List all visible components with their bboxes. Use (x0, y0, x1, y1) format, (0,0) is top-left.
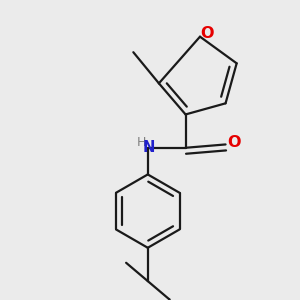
Text: O: O (227, 135, 241, 150)
Text: H: H (137, 136, 146, 149)
Text: O: O (201, 26, 214, 41)
Text: N: N (142, 140, 154, 155)
